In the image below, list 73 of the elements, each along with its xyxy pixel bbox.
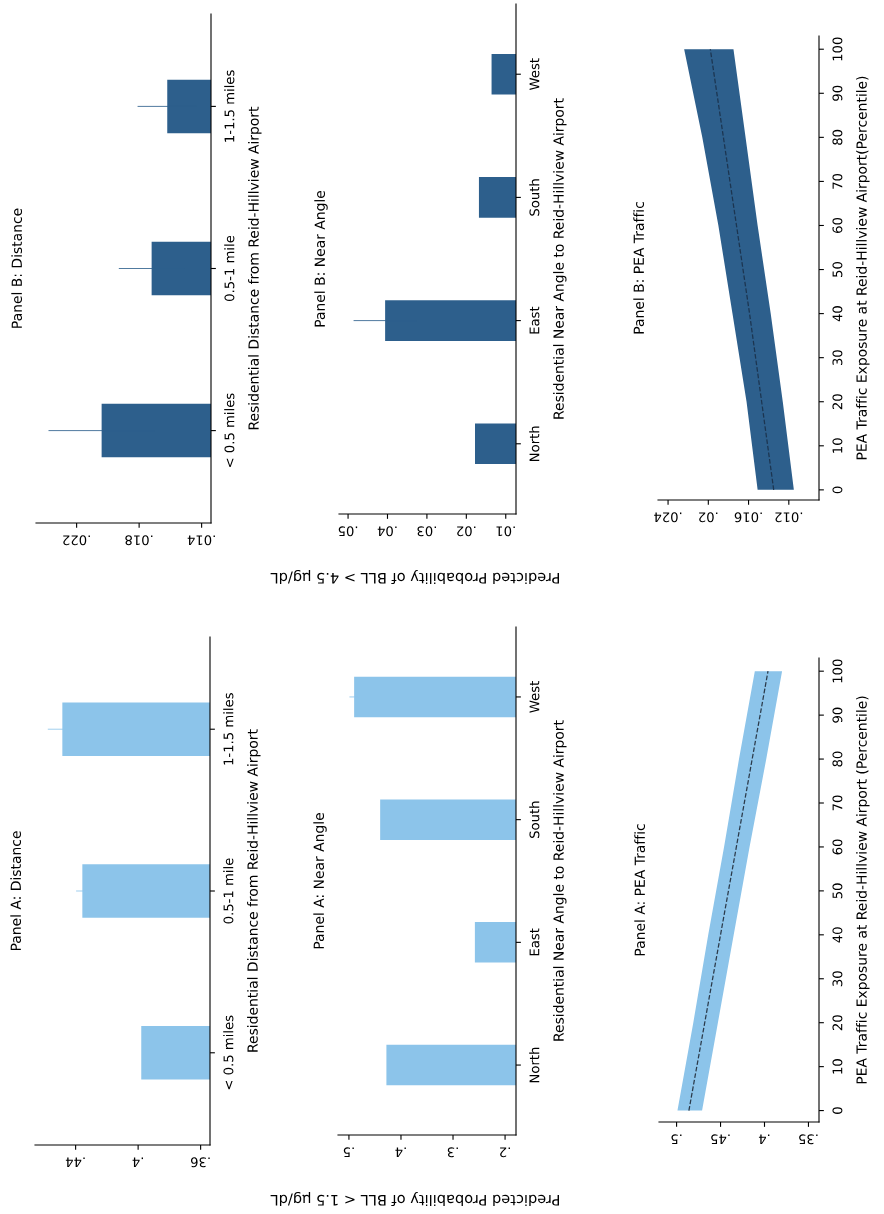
- x-tick-label: .024: [654, 512, 682, 523]
- x-tick-label: .2: [500, 1147, 510, 1158]
- x-tick-label: .35: [799, 1134, 818, 1145]
- y-tick-label: 60: [832, 839, 843, 855]
- y-tick-label: East: [529, 306, 540, 334]
- x-tick-label: .3: [447, 1147, 458, 1158]
- y-tick-label: South: [529, 179, 540, 216]
- y-tick-label: South: [529, 801, 540, 838]
- x-tick-label: .5: [343, 1147, 354, 1158]
- y-tick-label: West: [529, 681, 540, 713]
- x-tick-label: .014: [187, 535, 215, 546]
- y-tick-label: 60: [832, 217, 843, 233]
- x-tick-label: .36: [190, 1157, 210, 1168]
- y-tick-label: 0.5-1 mile: [224, 235, 235, 301]
- y-tick-label: 50: [832, 883, 843, 899]
- y-tick-label: 40: [832, 927, 843, 943]
- x-tick-label: .5: [671, 1134, 682, 1145]
- x-tick-label: .012: [775, 512, 803, 523]
- x-tick-label: .02: [699, 512, 718, 523]
- y-tick-label: 0.5-1 mile: [223, 858, 234, 924]
- y-tick-label: < 0.5 miles: [224, 393, 235, 468]
- y-tick-label: 100: [832, 659, 843, 683]
- y-axis-title: Residential Near Angle to Reid-Hillview Airport: [553, 720, 567, 1041]
- x-tick-label: .44: [65, 1157, 85, 1168]
- text: Panel A: Distance: [10, 831, 22, 951]
- y-tick-label: 100: [832, 37, 843, 61]
- x-tick-label: .05: [338, 526, 358, 537]
- y-axis-title: Residential Near Angle to Reid-Hillview Airport: [553, 98, 567, 419]
- y-tick-label: 20: [832, 394, 843, 410]
- x-tick-label: .016: [734, 512, 762, 523]
- y-tick-label: East: [529, 928, 540, 956]
- y-tick-label: 1-1.5 miles: [223, 693, 234, 765]
- text: Panel B: Distance: [11, 208, 23, 328]
- y-tick-label: 0: [832, 1107, 843, 1114]
- y-tick-label: North: [529, 1047, 540, 1083]
- y-tick-label: 0: [832, 486, 843, 494]
- text: Panel A: Near Angle: [313, 813, 327, 949]
- x-tick-label: .018: [125, 535, 153, 546]
- y-tick-label: 30: [832, 350, 843, 366]
- text: Panel A: PEA Traffic: [634, 824, 646, 956]
- y-tick-label: 70: [832, 173, 843, 189]
- y-tick-label: 80: [832, 129, 843, 145]
- x-tick-label: .01: [496, 526, 515, 537]
- y-tick-label: 50: [832, 262, 843, 277]
- y-axis-title: PEA Traffic Exposure at Reid-Hillview Airport(Percentile): [856, 76, 870, 460]
- x-tick-label: .03: [417, 526, 436, 537]
- y-tick-label: < 0.5 miles: [223, 1015, 234, 1090]
- x-axis-title: Predicted Probability of BLL > 4.5 µg/dL: [270, 569, 559, 585]
- x-tick-label: .4: [132, 1157, 144, 1168]
- x-tick-label: .04: [377, 526, 397, 537]
- x-tick-label: .022: [63, 535, 90, 546]
- y-tick-label: 80: [832, 751, 843, 767]
- x-axis-title: Predicted Probability of BLL < 1.5 µg/dL: [270, 1191, 559, 1207]
- y-tick-label: 70: [832, 795, 843, 811]
- x-tick-label: .4: [758, 1134, 770, 1145]
- y-tick-label: West: [529, 58, 540, 90]
- text: Panel B: PEA Traffic: [633, 202, 645, 334]
- y-axis-title: PEA Traffic Exposure at Reid-Hillview Airport (Percentile): [856, 696, 870, 1084]
- y-tick-label: 10: [832, 438, 843, 453]
- x-tick-label: .4: [395, 1147, 406, 1158]
- y-tick-label: 10: [832, 1059, 843, 1074]
- text: Panel B: Near Angle: [314, 190, 328, 327]
- y-tick-label: North: [529, 426, 540, 461]
- y-tick-label: 1-1.5 miles: [224, 70, 235, 142]
- y-tick-label: 40: [832, 306, 843, 322]
- y-tick-label: 90: [832, 85, 843, 101]
- y-tick-label: 90: [832, 707, 843, 723]
- y-axis-title: Residential Distance from Reid-Hillview Airport: [248, 106, 262, 430]
- y-axis-title: Residential Distance from Reid-Hillview Airport: [247, 729, 261, 1052]
- x-tick-label: .02: [457, 526, 476, 537]
- y-tick-label: 30: [832, 971, 843, 987]
- x-tick-label: .45: [711, 1134, 730, 1145]
- y-tick-label: 20: [832, 1015, 843, 1031]
